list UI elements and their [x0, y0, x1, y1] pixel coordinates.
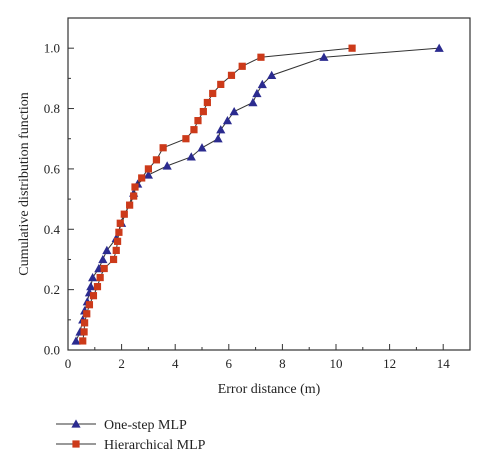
data-point — [182, 135, 190, 143]
x-tick-label: 2 — [118, 356, 125, 371]
legend-marker — [71, 419, 81, 428]
data-point — [222, 116, 233, 125]
data-point — [138, 174, 146, 182]
data-point — [209, 89, 217, 98]
data-point — [71, 336, 81, 345]
x-tick-label: 4 — [172, 356, 179, 371]
data-point — [159, 144, 167, 152]
data-point — [89, 292, 98, 300]
data-point — [81, 319, 89, 327]
series-hierarchical-mlp — [79, 44, 356, 345]
data-point — [194, 117, 202, 125]
data-point — [213, 134, 223, 143]
legend-label: Hierarchical MLP — [104, 438, 206, 453]
data-point — [88, 272, 98, 282]
y-axis-title: Cumulative distribution function — [17, 92, 32, 276]
data-point — [112, 246, 120, 254]
data-point — [80, 328, 88, 336]
data-point — [113, 237, 122, 245]
data-point — [229, 106, 239, 116]
data-point — [319, 52, 329, 61]
data-point — [98, 254, 108, 264]
data-point — [79, 337, 87, 345]
data-point — [83, 310, 91, 318]
legend-item: One-step MLP — [56, 418, 187, 433]
data-point — [115, 228, 123, 236]
data-point — [203, 98, 211, 107]
data-point — [144, 165, 152, 173]
data-point — [120, 210, 128, 218]
x-tick-label: 0 — [65, 356, 72, 371]
y-tick-label: 0.8 — [44, 101, 60, 116]
data-point — [86, 282, 96, 291]
series-one-step-mlp — [71, 43, 444, 345]
data-point — [143, 170, 153, 179]
legend-marker — [72, 440, 80, 448]
x-tick-label: 14 — [437, 356, 451, 371]
data-point — [217, 80, 225, 88]
plot-area — [71, 43, 444, 345]
data-point — [116, 219, 124, 227]
data-point — [131, 183, 139, 191]
x-tick-label: 6 — [226, 356, 233, 371]
legend: One-step MLP Hierarchical MLP — [56, 418, 206, 453]
legend-item: Hierarchical MLP — [56, 438, 206, 453]
plot-frame — [67, 17, 471, 351]
legend-label: One-step MLP — [104, 418, 187, 433]
x-axis-title: Error distance (m) — [218, 382, 321, 397]
y-tick-label: 0.6 — [44, 161, 61, 176]
data-point — [257, 53, 265, 61]
data-point — [93, 283, 102, 291]
data-point — [238, 62, 246, 70]
data-point — [267, 70, 277, 80]
data-point — [96, 273, 104, 282]
data-point — [186, 152, 196, 161]
x-axis: 0 2 4 6 8 10 12 14 — [65, 344, 450, 371]
y-tick-label: 1.0 — [44, 41, 60, 56]
series-line — [82, 47, 353, 342]
data-point — [348, 44, 356, 52]
data-point — [434, 43, 444, 52]
x-tick-label: 12 — [383, 356, 396, 371]
data-point — [248, 97, 258, 107]
data-point — [252, 88, 262, 98]
data-point — [197, 143, 207, 152]
y-tick-label: 0.4 — [44, 222, 61, 237]
data-point — [199, 107, 207, 116]
data-point — [109, 255, 118, 264]
x-tick-label: 8 — [279, 356, 286, 371]
x-tick-label: 10 — [330, 356, 343, 371]
y-tick-label: 0.0 — [44, 343, 60, 358]
data-point — [216, 125, 226, 134]
data-point — [85, 301, 94, 309]
data-point — [162, 161, 172, 170]
data-point — [130, 192, 138, 200]
data-point — [100, 264, 108, 273]
data-point — [227, 71, 236, 79]
data-point — [102, 245, 112, 255]
y-axis: 0.0 0.2 0.4 0.6 0.8 1.0 — [44, 17, 74, 358]
data-point — [152, 156, 161, 164]
y-tick-label: 0.2 — [44, 282, 60, 297]
data-point — [126, 201, 134, 209]
data-point — [257, 79, 267, 89]
data-point — [190, 126, 198, 134]
